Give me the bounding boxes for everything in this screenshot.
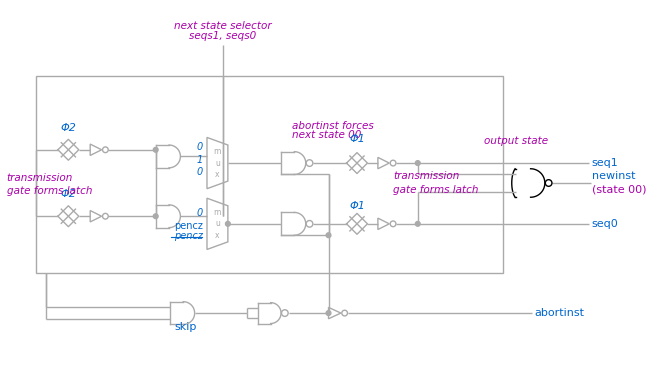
Circle shape: [226, 221, 230, 226]
Text: m
u
x: m u x: [214, 208, 221, 240]
Circle shape: [390, 221, 396, 227]
Circle shape: [281, 310, 288, 316]
Text: m
u
x: m u x: [214, 147, 221, 179]
Text: 1: 1: [197, 155, 203, 165]
Text: abortinst: abortinst: [534, 308, 584, 318]
Text: 0: 0: [197, 142, 203, 152]
Circle shape: [103, 213, 109, 219]
Text: skip: skip: [174, 322, 196, 332]
Text: transmission
gate forms latch: transmission gate forms latch: [393, 171, 478, 195]
Text: 0: 0: [197, 167, 203, 178]
Text: pencz: pencz: [174, 221, 203, 231]
Circle shape: [103, 147, 109, 153]
Circle shape: [342, 310, 348, 316]
Text: 0: 0: [197, 208, 203, 218]
Text: seq1: seq1: [592, 158, 618, 168]
Circle shape: [415, 161, 420, 165]
Circle shape: [153, 214, 158, 219]
Text: Φ2: Φ2: [60, 189, 76, 199]
Circle shape: [545, 180, 552, 186]
Text: abortinst forces: abortinst forces: [292, 121, 374, 131]
Circle shape: [153, 147, 158, 152]
Text: Φ2: Φ2: [60, 123, 76, 133]
Text: transmission
gate forms latch: transmission gate forms latch: [6, 173, 92, 197]
Text: Φ1: Φ1: [349, 134, 365, 144]
Text: seqs1, seqs0: seqs1, seqs0: [190, 31, 257, 41]
Text: pencz: pencz: [174, 231, 203, 241]
Circle shape: [415, 221, 420, 226]
Circle shape: [306, 160, 313, 167]
Text: next state selector: next state selector: [174, 20, 272, 31]
Text: output state: output state: [484, 136, 549, 146]
Circle shape: [306, 220, 313, 227]
Text: (state 00): (state 00): [592, 185, 647, 195]
Circle shape: [326, 311, 331, 315]
Text: next state 00: next state 00: [292, 130, 362, 141]
Text: seq0: seq0: [592, 219, 618, 229]
Text: Φ1: Φ1: [349, 201, 365, 211]
Text: newinst: newinst: [592, 171, 636, 181]
Circle shape: [326, 233, 331, 238]
Circle shape: [390, 160, 396, 166]
